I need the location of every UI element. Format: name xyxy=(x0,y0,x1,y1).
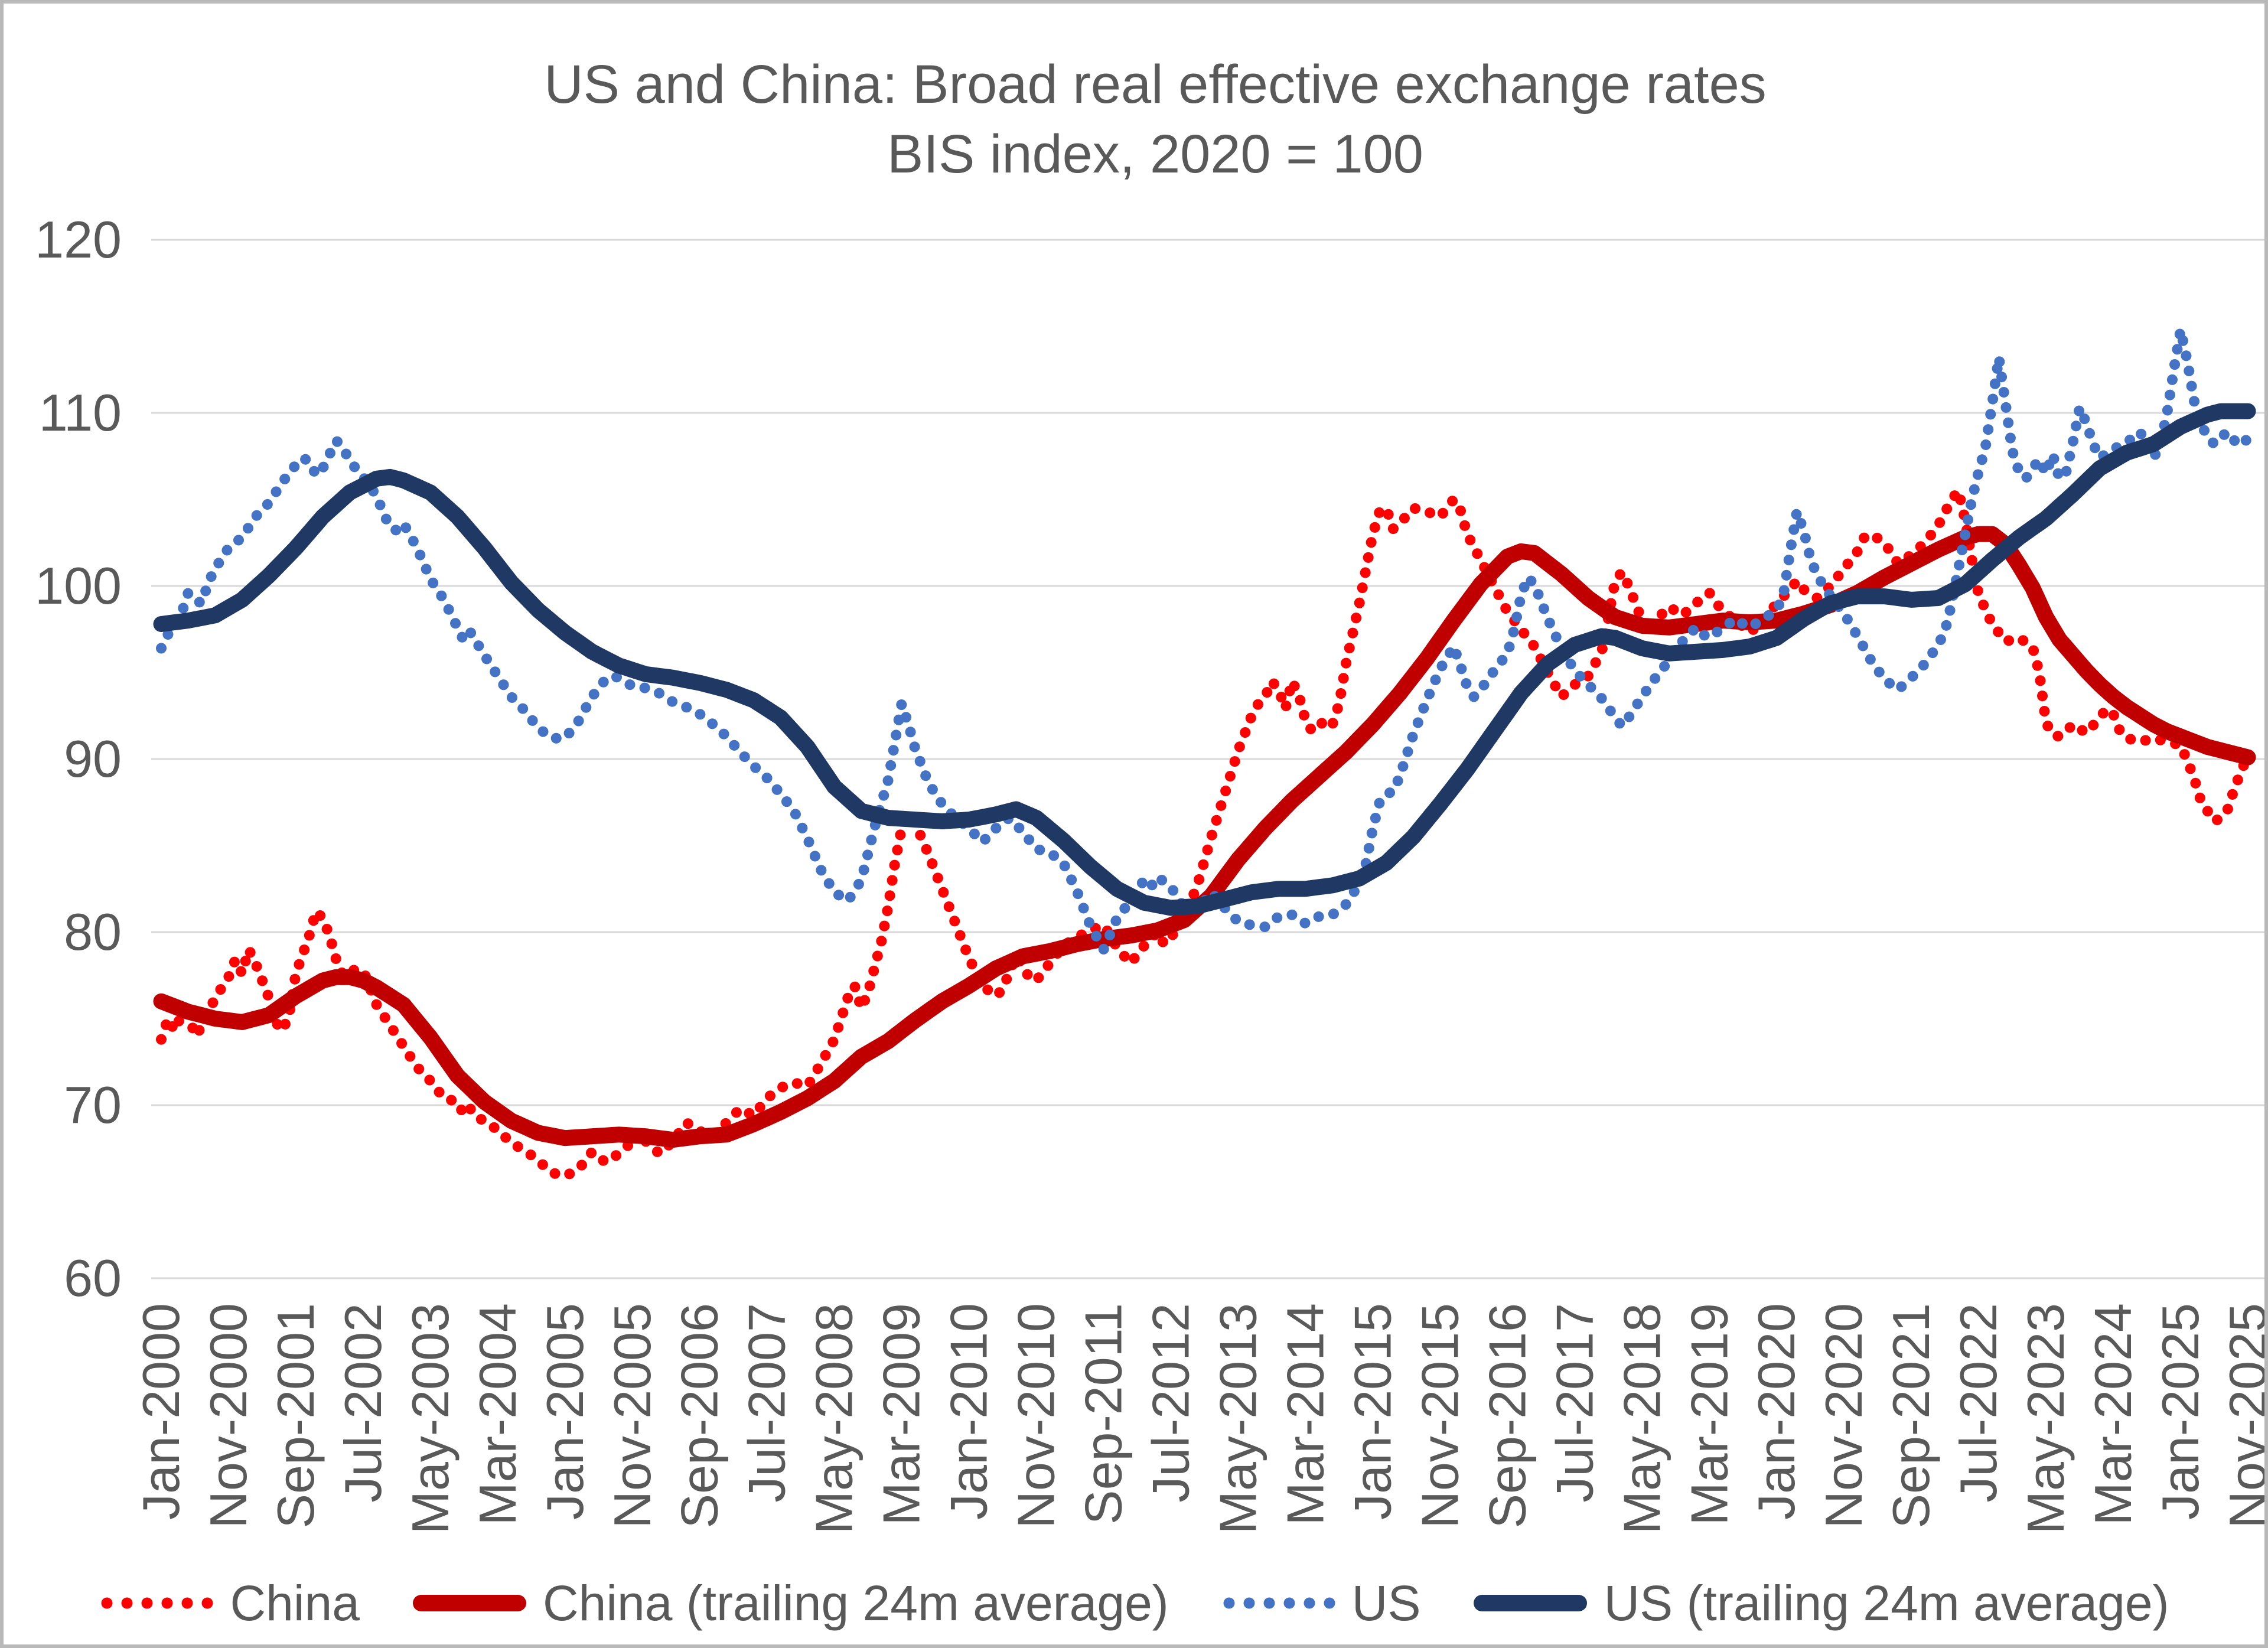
x-tick-label: Jul-2012 xyxy=(1142,1303,1200,1503)
x-tick-label: Nov-2010 xyxy=(1007,1303,1065,1529)
x-tick-label: Mar-2019 xyxy=(1680,1303,1738,1526)
x-tick-label: Sep-2016 xyxy=(1478,1303,1536,1529)
y-tick-label: 120 xyxy=(35,210,122,269)
y-tick-label: 90 xyxy=(64,729,122,788)
x-tick-label: Nov-2025 xyxy=(2218,1303,2268,1529)
series-line-us-trailing-24m-average- xyxy=(153,403,2256,916)
legend-dot xyxy=(101,1597,113,1609)
x-tick-label: May-2023 xyxy=(2016,1303,2075,1534)
x-tick-label: May-2008 xyxy=(805,1303,863,1534)
legend-dot xyxy=(201,1597,213,1609)
y-tick-label: 70 xyxy=(64,1076,122,1134)
x-tick-label: Sep-2006 xyxy=(670,1303,729,1529)
x-tick-label: Jul-2017 xyxy=(1545,1303,1604,1503)
x-tick-label: Jul-2002 xyxy=(334,1303,392,1503)
exchange-rate-chart: US and China: Broad real effective excha… xyxy=(35,54,2268,1534)
x-tick-label: Mar-2024 xyxy=(2084,1303,2142,1526)
x-tick-label: Jan-2025 xyxy=(2151,1303,2210,1520)
y-tick-label: 80 xyxy=(64,903,122,961)
x-tick-label: Sep-2011 xyxy=(1074,1303,1133,1525)
x-tick-label: May-2003 xyxy=(401,1303,460,1534)
legend-dot xyxy=(1243,1597,1255,1609)
y-tick-label: 110 xyxy=(39,383,122,442)
y-axis-labels: 120 110 100 90 80 70 60 xyxy=(35,210,122,1307)
legend-bar xyxy=(1474,1595,1588,1611)
legend-label-us-avg: US (trailing 24m average) xyxy=(1604,1575,2169,1631)
china-dotted-line-icon xyxy=(101,1597,213,1609)
us-dotted-line-icon xyxy=(1223,1597,1335,1609)
series-line-us xyxy=(156,324,2253,955)
x-tick-label: Jul-2022 xyxy=(1949,1303,2008,1503)
legend-dot xyxy=(1324,1597,1335,1609)
us-average-line-icon xyxy=(1474,1595,1588,1611)
x-tick-label: Mar-2004 xyxy=(468,1303,527,1526)
legend-item-us-avg: US (trailing 24m average) xyxy=(1472,1575,2169,1632)
x-tick-label: May-2013 xyxy=(1208,1303,1267,1534)
y-tick-label: 60 xyxy=(64,1249,122,1307)
x-tick-label: Nov-2020 xyxy=(1814,1303,1873,1529)
x-tick-label: May-2018 xyxy=(1612,1303,1671,1534)
chart-title: US and China: Broad real effective excha… xyxy=(544,54,1767,115)
x-tick-label: Jan-2000 xyxy=(132,1303,190,1520)
legend-dot xyxy=(1304,1597,1315,1609)
legend-dot xyxy=(141,1597,153,1609)
chart-subtitle: BIS index, 2020 = 100 xyxy=(887,124,1423,184)
legend-item-china-avg: China (trailing 24m average) xyxy=(412,1575,1169,1632)
legend-item-us: US xyxy=(1221,1575,1421,1632)
x-tick-label: Mar-2009 xyxy=(872,1303,931,1526)
x-tick-label: Mar-2014 xyxy=(1276,1303,1334,1526)
x-tick-label: Jan-2020 xyxy=(1747,1303,1806,1520)
legend-dot xyxy=(1263,1597,1275,1609)
legend-dot xyxy=(121,1597,133,1609)
legend-label-us: US xyxy=(1351,1575,1421,1631)
y-tick-label: 100 xyxy=(35,556,122,615)
legend-dot xyxy=(161,1597,173,1609)
china-average-line-icon xyxy=(412,1595,526,1611)
gridlines xyxy=(151,239,2264,1279)
x-axis-labels: Jan-2000 Nov-2000 Sep-2001 Jul-2002 May-2003… xyxy=(132,1303,2268,1534)
x-tick-label: Sep-2001 xyxy=(266,1303,325,1529)
legend-item-china: China xyxy=(99,1575,360,1632)
chart-legend: China China (trailing 24m average) US US… xyxy=(4,1568,2264,1639)
x-tick-label: Sep-2021 xyxy=(1882,1303,1940,1529)
x-tick-label: Jan-2005 xyxy=(536,1303,594,1520)
legend-dot xyxy=(1283,1597,1295,1609)
x-tick-label: Jan-2015 xyxy=(1343,1303,1402,1520)
x-tick-label: Nov-2015 xyxy=(1410,1303,1469,1529)
legend-dot xyxy=(181,1597,193,1609)
legend-label-china-avg: China (trailing 24m average) xyxy=(542,1575,1169,1631)
series-line-china-trailing-24m-average- xyxy=(153,526,2256,1148)
legend-dot xyxy=(1223,1597,1235,1609)
x-tick-label: Nov-2000 xyxy=(199,1303,258,1529)
x-tick-label: Jul-2007 xyxy=(738,1303,796,1503)
legend-bar xyxy=(412,1595,526,1611)
x-tick-label: Jan-2010 xyxy=(940,1303,998,1520)
series-lines xyxy=(153,324,2256,1182)
x-tick-label: Nov-2005 xyxy=(603,1303,662,1529)
legend-label-china: China xyxy=(230,1575,360,1631)
